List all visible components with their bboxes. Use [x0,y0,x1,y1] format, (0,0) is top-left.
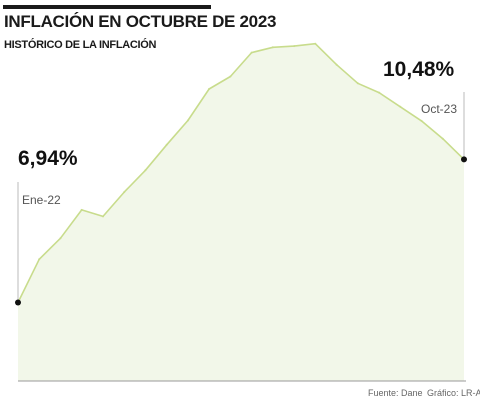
header-rule [3,5,211,9]
end-value-label: 10,48% [383,58,455,81]
start-date-label: Ene-22 [22,193,61,207]
data-point-Ene-23 [271,46,274,49]
area-fill [18,43,464,381]
chart-title: INFLACIÓN EN OCTUBRE DE 2023 [4,12,277,31]
marker-start [15,299,21,306]
chart-subtitle: HISTÓRICO DE LA INFLACIÓN [4,39,157,51]
data-point-Oct-22 [208,88,211,90]
marker-end [461,156,467,163]
data-point-Jul-23 [399,105,402,108]
series-line [17,42,465,303]
data-point-Feb-22 [38,258,41,261]
data-point-May-22 [102,215,104,218]
data-point-Dic-22 [250,51,253,54]
data-point-Ago-22 [165,143,168,146]
data-point-Feb-23 [293,45,296,48]
data-point-Mar-22 [59,237,62,240]
start-value-label: 6,94% [18,147,78,170]
data-point-May-23 [356,82,359,85]
data-point-Sep-23 [441,137,444,140]
data-point-Abr-22 [80,208,83,211]
data-point-Abr-23 [335,63,338,66]
data-point-Nov-22 [229,75,232,78]
data-point-Mar-23 [314,42,317,45]
credit-label: Gráfico: LR-AL [427,388,480,398]
data-point-Ago-23 [420,119,423,122]
data-point-Jul-22 [144,169,147,172]
source-label: Fuente: Dane [368,388,423,398]
data-point-Jun-22 [123,191,126,194]
data-point-Jun-23 [378,91,380,94]
data-point-Sep-22 [186,119,189,122]
end-date-label: Oct-23 [421,102,457,116]
